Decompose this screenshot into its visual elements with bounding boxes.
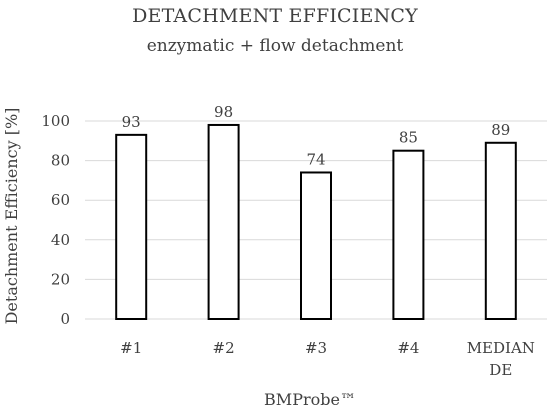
y-tick-label: 100 [41,112,70,130]
data-label: 85 [399,129,418,147]
x-axis-title: BMProbe™ [264,390,356,409]
data-label: 93 [122,113,141,131]
x-category-label: MEDIAN [467,339,535,357]
data-label: 98 [214,103,233,121]
data-label: 89 [491,121,510,139]
bar [392,149,425,320]
x-category-label: #4 [397,339,419,357]
y-axis-ticks: 0 20 40 60 80 100 [41,112,70,328]
y-tick-label: 80 [51,152,70,170]
bars [115,123,517,320]
x-category-label: #1 [120,339,142,357]
bar [207,123,240,320]
bar [300,171,332,320]
y-tick-label: 20 [51,270,70,288]
y-tick-label: 0 [60,310,70,328]
bar [115,133,148,320]
y-tick-label: 60 [51,191,70,209]
bar [484,141,517,320]
data-labels: 93 98 74 85 89 [122,103,511,169]
x-category-label: #3 [305,339,327,357]
y-tick-label: 40 [51,231,70,249]
x-category-label: #2 [213,339,235,357]
x-category-label: DE [489,361,512,379]
chart-subtitle: enzymatic + flow detachment [147,36,404,56]
chart-title: DETACHMENT EFFICIENCY [132,5,418,27]
x-axis-categories: #1 #2 #3 #4 MEDIAN DE [120,339,535,379]
data-label: 74 [306,150,325,168]
y-axis-title: Detachment Efficiency [%] [2,108,21,325]
